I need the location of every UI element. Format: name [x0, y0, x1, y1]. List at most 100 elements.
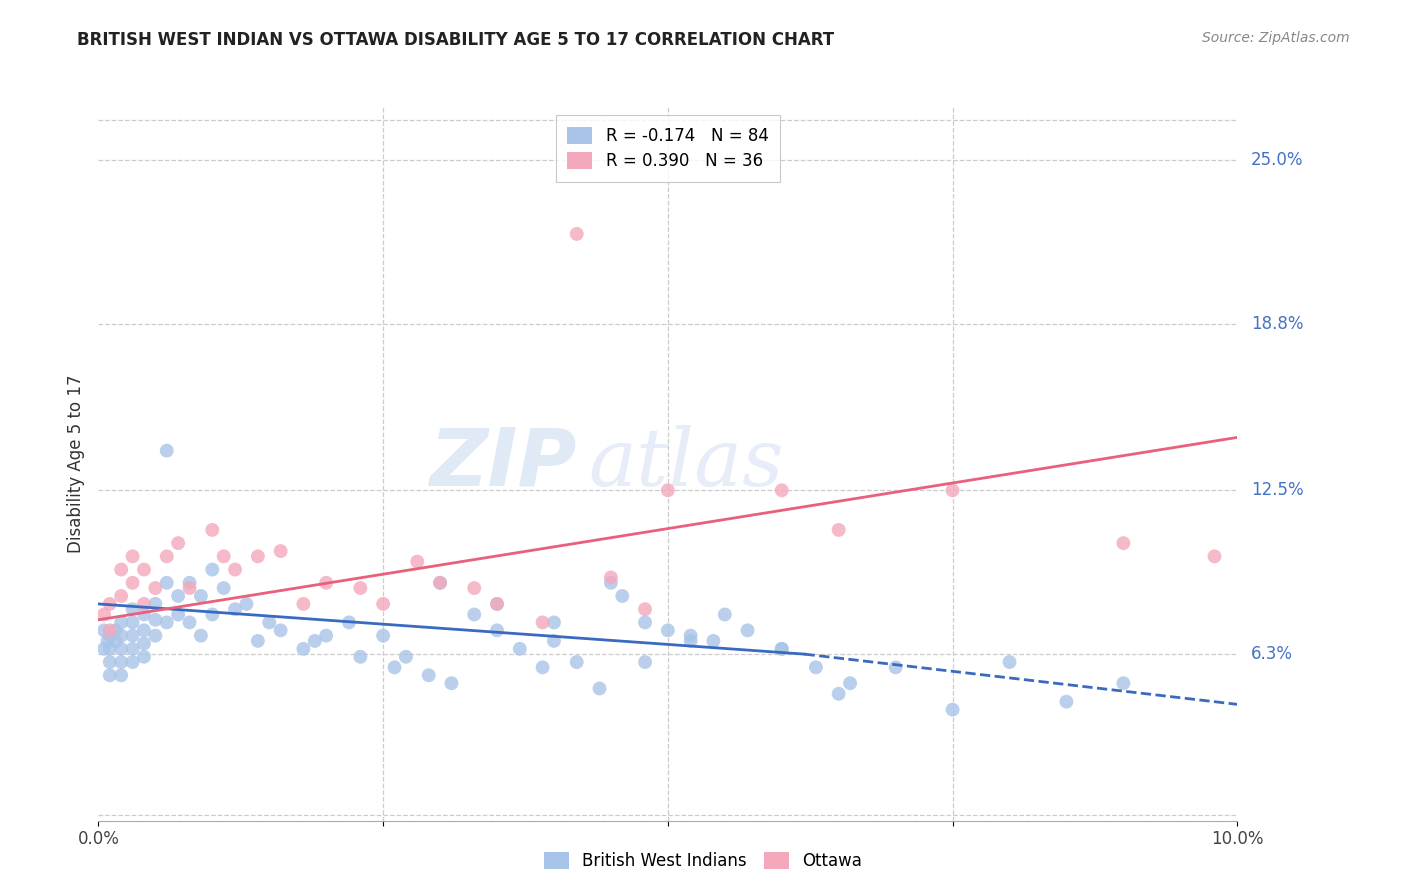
Y-axis label: Disability Age 5 to 17: Disability Age 5 to 17: [66, 375, 84, 553]
Point: [531, 615, 554, 630]
Point: [1112, 536, 1135, 550]
Point: [679, 629, 702, 643]
Point: [612, 589, 634, 603]
Point: [429, 575, 451, 590]
Point: [156, 575, 179, 590]
Point: [839, 676, 862, 690]
Point: [486, 624, 509, 638]
Point: [121, 655, 143, 669]
Point: [486, 597, 509, 611]
Text: 12.5%: 12.5%: [1251, 482, 1303, 500]
Point: [224, 563, 246, 577]
Point: [121, 629, 143, 643]
Point: [418, 668, 440, 682]
Point: [98, 629, 121, 643]
Point: [702, 634, 724, 648]
Point: [406, 555, 429, 569]
Point: [235, 597, 257, 611]
Text: atlas: atlas: [588, 425, 783, 502]
Point: [828, 523, 851, 537]
Point: [110, 615, 132, 630]
Point: [259, 615, 281, 630]
Point: [104, 624, 127, 638]
Point: [98, 624, 121, 638]
Point: [634, 615, 657, 630]
Text: 18.8%: 18.8%: [1251, 315, 1303, 333]
Point: [1204, 549, 1226, 564]
Point: [657, 483, 679, 498]
Point: [942, 703, 965, 717]
Legend: R = -0.174   N = 84, R = 0.390   N = 36: R = -0.174 N = 84, R = 0.390 N = 36: [555, 115, 780, 182]
Point: [395, 649, 418, 664]
Point: [565, 227, 588, 241]
Point: [565, 655, 588, 669]
Point: [110, 641, 132, 656]
Point: [270, 624, 292, 638]
Point: [315, 575, 337, 590]
Point: [679, 634, 702, 648]
Point: [337, 615, 360, 630]
Point: [292, 641, 315, 656]
Point: [804, 660, 827, 674]
Point: [212, 549, 235, 564]
Point: [167, 589, 190, 603]
Point: [600, 575, 623, 590]
Point: [737, 624, 759, 638]
Point: [156, 615, 179, 630]
Point: [201, 563, 224, 577]
Point: [657, 624, 679, 638]
Point: [201, 607, 224, 622]
Point: [246, 549, 269, 564]
Point: [121, 641, 143, 656]
Point: [167, 607, 190, 622]
Point: [349, 649, 371, 664]
Point: [179, 615, 201, 630]
Point: [224, 602, 246, 616]
Point: [463, 607, 485, 622]
Point: [304, 634, 326, 648]
Point: [212, 581, 235, 595]
Point: [429, 575, 451, 590]
Point: [98, 597, 121, 611]
Point: [634, 655, 657, 669]
Point: [121, 549, 143, 564]
Point: [156, 549, 179, 564]
Point: [98, 641, 121, 656]
Point: [349, 581, 371, 595]
Point: [167, 536, 190, 550]
Point: [93, 607, 115, 622]
Point: [110, 629, 132, 643]
Text: BRITISH WEST INDIAN VS OTTAWA DISABILITY AGE 5 TO 17 CORRELATION CHART: BRITISH WEST INDIAN VS OTTAWA DISABILITY…: [77, 31, 834, 49]
Point: [156, 443, 179, 458]
Legend: British West Indians, Ottawa: British West Indians, Ottawa: [537, 845, 869, 877]
Point: [509, 641, 531, 656]
Point: [315, 629, 337, 643]
Point: [1056, 695, 1078, 709]
Point: [96, 634, 118, 648]
Point: [110, 655, 132, 669]
Point: [543, 615, 565, 630]
Point: [486, 597, 509, 611]
Point: [93, 624, 115, 638]
Point: [270, 544, 292, 558]
Point: [440, 676, 463, 690]
Point: [110, 589, 132, 603]
Point: [1112, 676, 1135, 690]
Point: [93, 641, 115, 656]
Point: [828, 687, 851, 701]
Point: [132, 597, 155, 611]
Text: Source: ZipAtlas.com: Source: ZipAtlas.com: [1202, 31, 1350, 45]
Point: [292, 597, 315, 611]
Point: [132, 649, 155, 664]
Point: [132, 624, 155, 638]
Point: [714, 607, 737, 622]
Point: [201, 523, 224, 537]
Text: 6.3%: 6.3%: [1251, 645, 1294, 663]
Point: [384, 660, 406, 674]
Point: [588, 681, 610, 696]
Point: [145, 597, 167, 611]
Point: [600, 570, 623, 584]
Text: ZIP: ZIP: [429, 425, 576, 503]
Point: [373, 597, 395, 611]
Point: [132, 563, 155, 577]
